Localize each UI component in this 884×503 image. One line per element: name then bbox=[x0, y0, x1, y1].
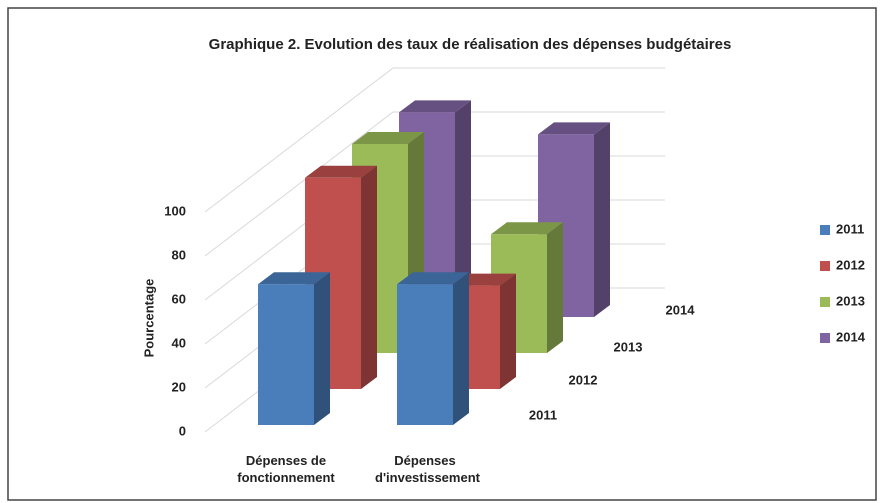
bar-top bbox=[538, 122, 610, 135]
bar-side bbox=[314, 272, 330, 425]
bar-top bbox=[305, 165, 377, 178]
y-tick-label: 20 bbox=[172, 379, 186, 394]
legend-swatch bbox=[820, 261, 830, 271]
bar-top bbox=[491, 222, 563, 235]
depth-axis-label: 2013 bbox=[614, 339, 643, 354]
y-tick-label: 80 bbox=[172, 247, 186, 262]
bar-side bbox=[361, 165, 377, 389]
y-axis-label: Pourcentage bbox=[141, 279, 156, 358]
bar-side bbox=[455, 100, 471, 318]
grid-line bbox=[204, 67, 665, 213]
bar-side bbox=[547, 222, 563, 353]
grid-line bbox=[204, 111, 665, 257]
bar-side bbox=[453, 272, 469, 425]
legend-swatch bbox=[820, 225, 830, 235]
legend-label: 2014 bbox=[836, 329, 866, 344]
bar bbox=[258, 284, 314, 425]
bar-top bbox=[397, 272, 469, 285]
legend-label: 2013 bbox=[836, 293, 865, 308]
bar-top bbox=[399, 100, 471, 113]
legend-label: 2012 bbox=[836, 257, 865, 272]
frame-border bbox=[7, 7, 877, 501]
y-tick-label: 40 bbox=[172, 335, 186, 350]
bar-side bbox=[594, 122, 610, 318]
bar bbox=[397, 284, 453, 425]
y-tick-label: 60 bbox=[172, 291, 186, 306]
depth-axis-label: 2011 bbox=[529, 407, 557, 422]
chart-title: Graphique 2. Evolution des taux de réali… bbox=[209, 36, 732, 53]
depth-axis-label: 2012 bbox=[569, 372, 598, 387]
y-tick-label: 100 bbox=[164, 203, 186, 218]
x-tick-label: Dépenses de fonctionnement bbox=[237, 453, 335, 485]
y-tick-label: 0 bbox=[179, 423, 186, 438]
legend-label: 2011 bbox=[836, 221, 864, 236]
legend-swatch bbox=[820, 297, 830, 307]
x-tick-label: Dépenses d'investissement bbox=[375, 453, 480, 485]
legend-swatch bbox=[820, 333, 830, 343]
bar-side bbox=[500, 273, 516, 389]
bar-top bbox=[258, 272, 330, 285]
bar-top bbox=[352, 132, 424, 144]
depth-axis-label: 2014 bbox=[666, 302, 696, 317]
